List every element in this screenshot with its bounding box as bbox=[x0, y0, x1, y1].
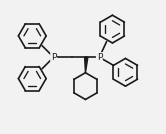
Text: P: P bbox=[97, 53, 102, 62]
Polygon shape bbox=[85, 57, 88, 73]
Text: P: P bbox=[51, 53, 56, 62]
